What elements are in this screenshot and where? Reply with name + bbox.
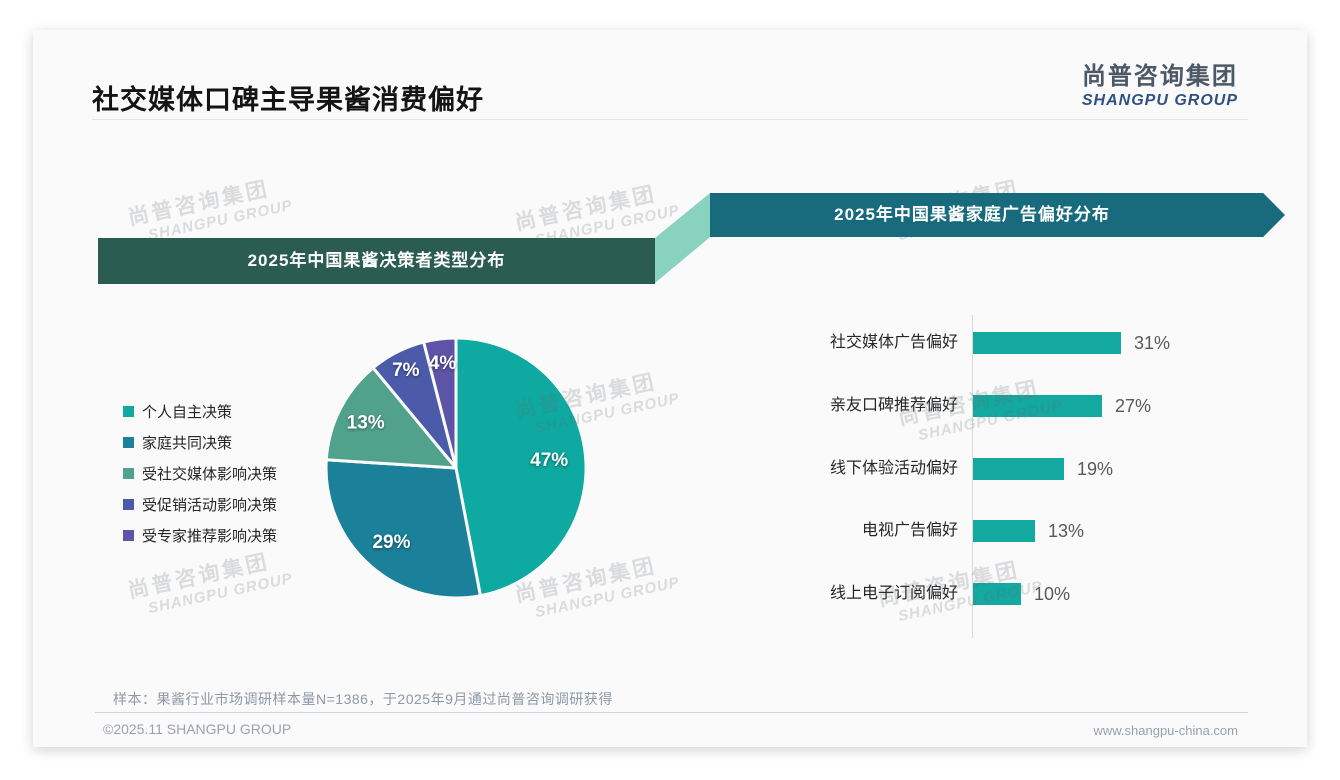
legend-swatch <box>123 499 134 510</box>
watermark-text-cn: 尚普咨询集团 <box>126 177 272 230</box>
pie-chart: 47% 29% 13% 7% 4% <box>324 336 588 600</box>
pie-slice <box>324 366 458 470</box>
banner-connector-ribbon <box>655 193 710 283</box>
pie-legend: 个人自主决策 家庭共同决策受社交媒体影响决策 受促销活动影响决策 受专家推荐影响决策 <box>123 396 277 551</box>
sample-footnote: 样本：果酱行业市场调研样本量N=1386，于2025年9月通过尚普咨询调研获得 <box>113 691 613 707</box>
pie-chart-title-banner: 2025年中国果酱决策者类型分布 <box>98 238 655 284</box>
legend-swatch <box>123 530 134 541</box>
pie-slice <box>422 336 458 470</box>
legend-swatch <box>123 468 134 479</box>
bar-category-label: 亲友口碑推荐偏好 <box>829 397 958 414</box>
watermark-text-en: SHANGPU GROUP <box>146 569 295 618</box>
legend-label: 受专家推荐影响决策 <box>142 528 278 545</box>
logo-text-en: SHANGPU GROUP <box>1081 92 1238 109</box>
legend-label: 个人自主决策 <box>142 404 233 421</box>
legend-label: 受社交媒体影响决策 <box>142 466 278 483</box>
legend-label: 受促销活动影响决策 <box>142 497 278 514</box>
bar-value-label: 19% <box>1077 459 1114 479</box>
pie-slice-label: 13% <box>347 413 385 434</box>
legend-label: 家庭共同决策 <box>142 435 233 452</box>
bar-value-label: 13% <box>1048 521 1085 541</box>
pie-slice-label: 47% <box>530 450 568 471</box>
copyright-text: ©2025.11 SHANGPU GROUP <box>103 721 292 737</box>
legend-swatch <box>123 437 134 448</box>
bar <box>973 395 1102 417</box>
pie-slice <box>324 458 482 600</box>
pie-slice-label: 4% <box>429 353 457 374</box>
legend-item: 受促销活动影响决策 <box>123 489 277 520</box>
bar-category-label: 线下体验活动偏好 <box>829 460 958 477</box>
page-title: 社交媒体口碑主导果酱消费偏好 <box>92 85 484 115</box>
bar <box>973 520 1035 542</box>
legend-swatch <box>123 406 134 417</box>
header-divider <box>92 119 1248 120</box>
watermark-text-cn: 尚普咨询集团 <box>513 182 659 235</box>
bar <box>973 583 1021 605</box>
legend-item: 受专家推荐影响决策 <box>123 520 277 551</box>
legend-item: 家庭共同决策 <box>123 427 277 458</box>
bar-category-label: 社交媒体广告偏好 <box>829 334 958 351</box>
pie-slice <box>454 336 588 598</box>
legend-item: 受社交媒体影响决策 <box>123 458 277 489</box>
bar-value-label: 27% <box>1115 396 1152 416</box>
bar-chart-title-banner: 2025年中国果酱家庭广告偏好分布 <box>710 193 1285 237</box>
bar <box>973 458 1064 480</box>
footer-divider <box>95 712 1248 713</box>
company-logo: 尚普咨询集团 SHANGPU GROUP <box>1082 56 1238 110</box>
watermark-text-cn: 尚普咨询集团 <box>126 550 272 603</box>
bar-chart-axis-line <box>972 315 973 638</box>
bar-value-label: 31% <box>1134 333 1171 353</box>
pie-slice-label: 7% <box>392 360 420 381</box>
slide-card: 社交媒体口碑主导果酱消费偏好 尚普咨询集团 SHANGPU GROUP 2025… <box>33 30 1307 747</box>
bar <box>973 332 1121 354</box>
pie-slice-label: 29% <box>372 532 410 553</box>
legend-item: 个人自主决策 <box>123 396 277 427</box>
bar-category-label: 线上电子订阅偏好 <box>829 585 958 602</box>
bar-value-label: 10% <box>1034 584 1071 604</box>
website-url: www.shangpu-china.com <box>1093 723 1238 738</box>
bar-category-label: 电视广告偏好 <box>861 522 958 539</box>
logo-text-cn: 尚普咨询集团 <box>1081 63 1238 90</box>
